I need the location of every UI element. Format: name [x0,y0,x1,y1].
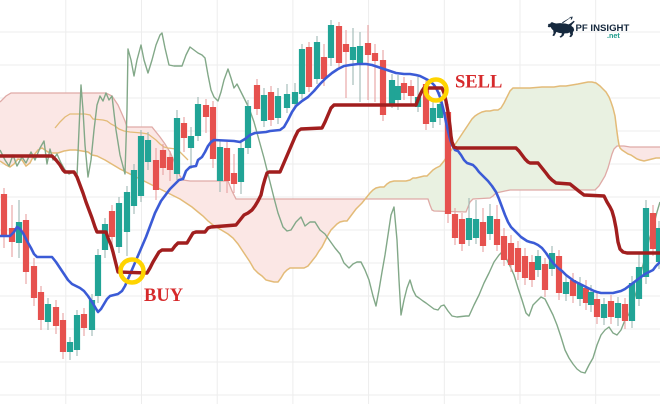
svg-text:.net: .net [607,31,620,40]
svg-text:BUY: BUY [144,286,184,306]
svg-text:SELL: SELL [455,73,502,93]
svg-text:PF INSIGHT: PF INSIGHT [576,23,630,34]
